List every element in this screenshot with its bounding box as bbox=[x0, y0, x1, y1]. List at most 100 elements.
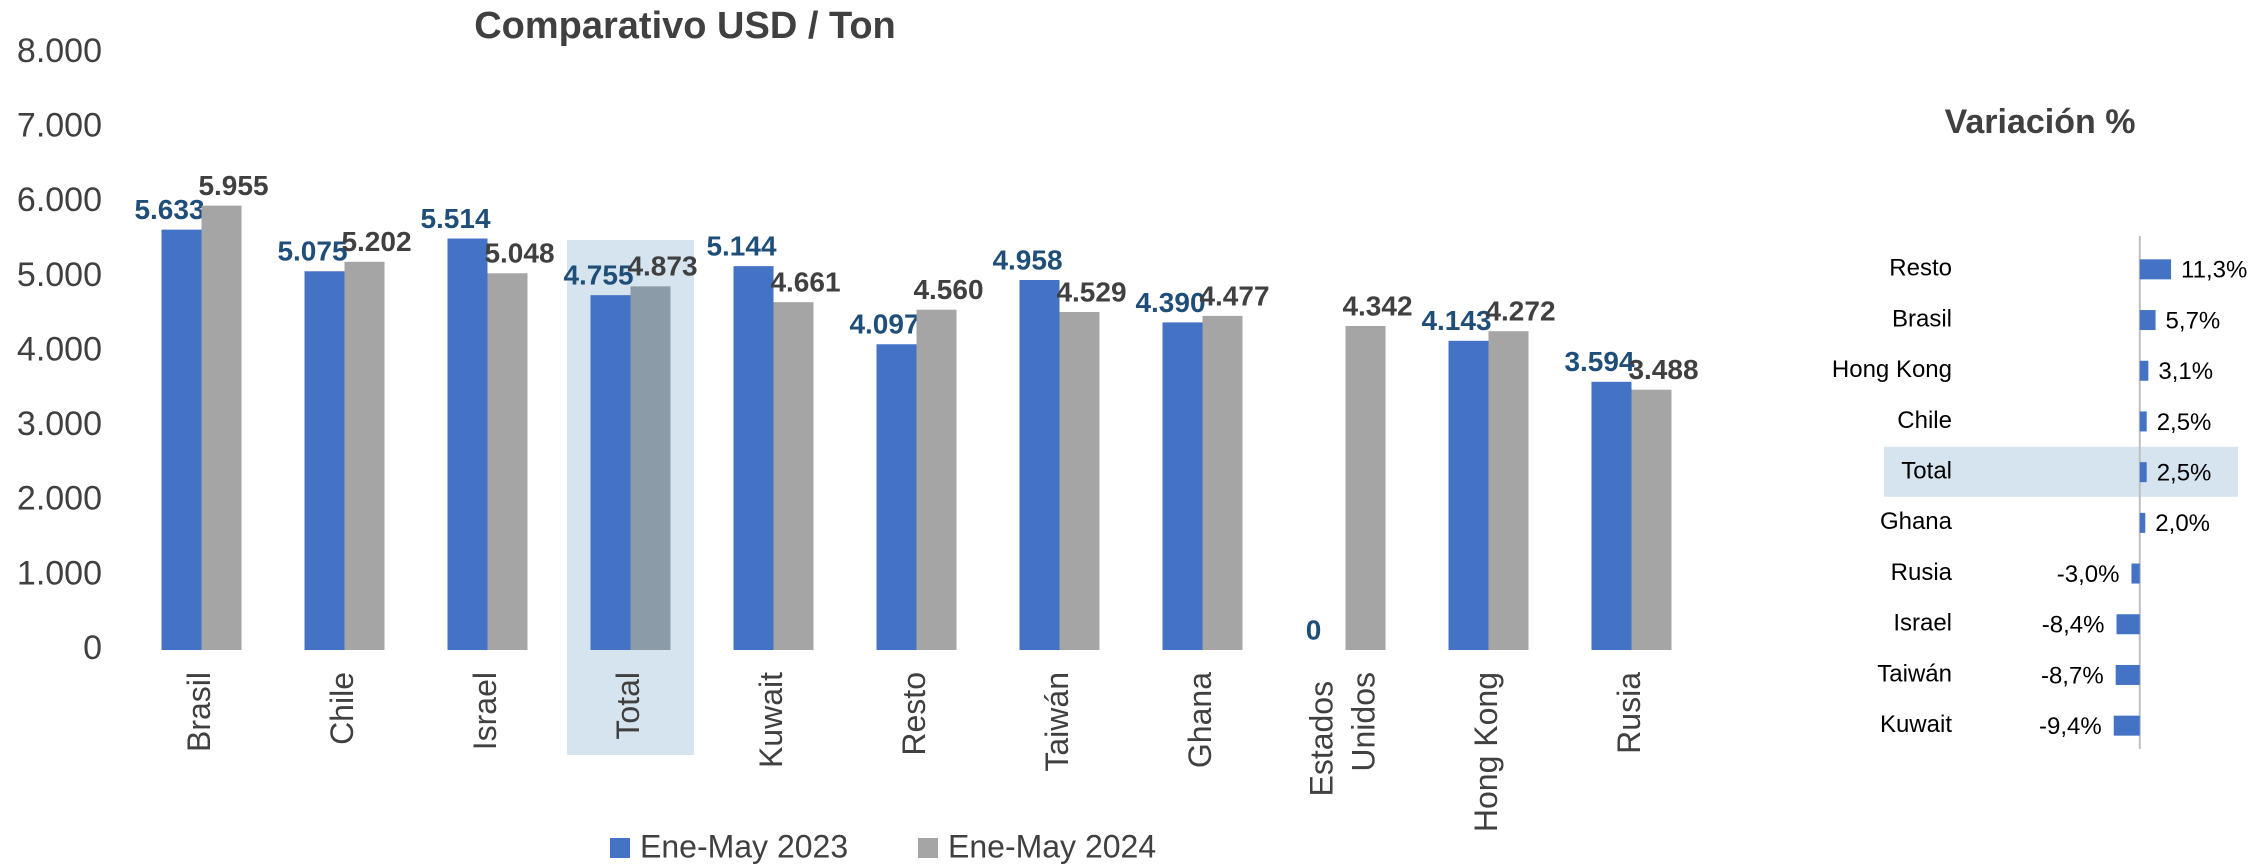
data-label: 4.958 bbox=[992, 244, 1062, 275]
x-tick-label: Hong Kong bbox=[1468, 672, 1504, 832]
data-label: 2,0% bbox=[2155, 510, 2210, 537]
bar bbox=[2131, 563, 2140, 584]
data-label: 5.202 bbox=[341, 226, 411, 257]
category-label: Brasil bbox=[1892, 305, 1952, 332]
chart-title: Variación % bbox=[1945, 103, 2136, 141]
data-label: -8,7% bbox=[2041, 662, 2104, 689]
data-label: 5,7% bbox=[2166, 307, 2221, 334]
x-tick-label: Kuwait bbox=[753, 672, 789, 768]
bar bbox=[201, 205, 242, 650]
bar bbox=[487, 273, 528, 650]
bar bbox=[1345, 325, 1386, 650]
data-label: 5.633 bbox=[134, 194, 204, 225]
y-tick-label: 1.000 bbox=[17, 554, 102, 592]
bar bbox=[590, 295, 631, 650]
data-label: 5.144 bbox=[706, 231, 776, 262]
bar bbox=[1059, 312, 1100, 650]
bar bbox=[1591, 381, 1632, 650]
x-tick-label: Taiwán bbox=[1039, 672, 1075, 772]
bar bbox=[344, 261, 385, 650]
bar bbox=[1488, 331, 1529, 650]
bar bbox=[1631, 389, 1672, 650]
bar bbox=[2113, 715, 2140, 736]
data-label: 5.075 bbox=[277, 236, 347, 267]
bar bbox=[1019, 280, 1060, 650]
bar bbox=[2115, 664, 2140, 685]
y-tick-label: 2.000 bbox=[17, 480, 102, 518]
data-label: 4.661 bbox=[770, 267, 840, 298]
category-label: Israel bbox=[1893, 610, 1952, 637]
data-label: 2,5% bbox=[2157, 459, 2212, 486]
bar bbox=[630, 286, 671, 650]
data-label: 4.390 bbox=[1135, 287, 1205, 318]
y-tick-label: 3.000 bbox=[17, 405, 102, 443]
x-tick-label: Estados Unidos bbox=[1304, 672, 1382, 797]
highlight-band bbox=[1884, 446, 2238, 497]
x-tick-label: Israel bbox=[467, 672, 503, 750]
data-label: 3.594 bbox=[1564, 346, 1634, 377]
bar bbox=[1202, 315, 1243, 650]
x-tick-label: Ghana bbox=[1182, 672, 1218, 768]
data-label: 4.477 bbox=[1199, 280, 1269, 311]
bar bbox=[2116, 614, 2140, 635]
bar bbox=[1162, 322, 1203, 650]
chart-title: Comparativo USD / Ton bbox=[474, 5, 896, 47]
bar bbox=[2139, 462, 2147, 483]
x-tick-label: Brasil bbox=[181, 672, 217, 752]
y-tick-label: 6.000 bbox=[17, 181, 102, 219]
data-label: 4.272 bbox=[1485, 296, 1555, 327]
data-label: 4.873 bbox=[627, 251, 697, 282]
data-label: 4.755 bbox=[563, 260, 633, 291]
data-label: 4.342 bbox=[1342, 290, 1412, 321]
category-label: Ghana bbox=[1880, 508, 1953, 535]
category-label: Resto bbox=[1889, 255, 1952, 282]
data-label: 3.488 bbox=[1628, 354, 1698, 385]
bar bbox=[161, 229, 202, 650]
x-tick-label: Chile bbox=[324, 672, 360, 745]
data-label: 3,1% bbox=[2158, 358, 2213, 385]
y-tick-label: 5.000 bbox=[17, 256, 102, 294]
bar bbox=[2139, 259, 2172, 280]
legend-label: Ene-May 2023 bbox=[640, 828, 848, 864]
data-label: 4.097 bbox=[849, 309, 919, 340]
y-tick-label: 8.000 bbox=[17, 32, 102, 70]
data-label: 11,3% bbox=[2181, 257, 2247, 284]
data-label: -9,4% bbox=[2039, 713, 2102, 740]
y-tick-label: 4.000 bbox=[17, 330, 102, 368]
bar bbox=[916, 309, 957, 650]
data-label: 4.143 bbox=[1421, 305, 1491, 336]
data-label: 5.514 bbox=[420, 203, 490, 234]
bar bbox=[304, 271, 345, 650]
data-label: 5.048 bbox=[484, 238, 554, 269]
bar bbox=[733, 266, 774, 650]
category-label: Kuwait bbox=[1880, 711, 1952, 738]
category-label: Hong Kong bbox=[1832, 356, 1952, 383]
bar bbox=[773, 302, 814, 650]
data-label: 2,5% bbox=[2157, 409, 2212, 436]
data-label: 5.955 bbox=[198, 170, 268, 201]
x-tick-label: Total bbox=[610, 672, 646, 740]
bar bbox=[447, 238, 488, 650]
bar bbox=[2139, 512, 2146, 533]
y-tick-label: 7.000 bbox=[17, 107, 102, 145]
category-label: Total bbox=[1901, 457, 1952, 484]
bar bbox=[1448, 340, 1489, 650]
bar bbox=[876, 344, 917, 650]
x-tick-label: Resto bbox=[896, 672, 932, 756]
data-label: 0 bbox=[1306, 614, 1322, 645]
legend-label: Ene-May 2024 bbox=[948, 828, 1156, 864]
data-label: -8,4% bbox=[2042, 612, 2105, 639]
x-tick-label: Rusia bbox=[1611, 672, 1647, 754]
category-label: Taiwán bbox=[1877, 660, 1952, 687]
legend-swatch bbox=[918, 838, 938, 858]
bar bbox=[2139, 411, 2147, 432]
category-label: Chile bbox=[1897, 407, 1952, 434]
bar bbox=[2139, 310, 2156, 331]
data-label: 4.560 bbox=[913, 274, 983, 305]
category-label: Rusia bbox=[1891, 559, 1953, 586]
y-tick-label: 0 bbox=[83, 629, 102, 667]
data-label: -3,0% bbox=[2057, 561, 2120, 588]
bar bbox=[2139, 360, 2149, 381]
data-label: 4.529 bbox=[1056, 276, 1126, 307]
